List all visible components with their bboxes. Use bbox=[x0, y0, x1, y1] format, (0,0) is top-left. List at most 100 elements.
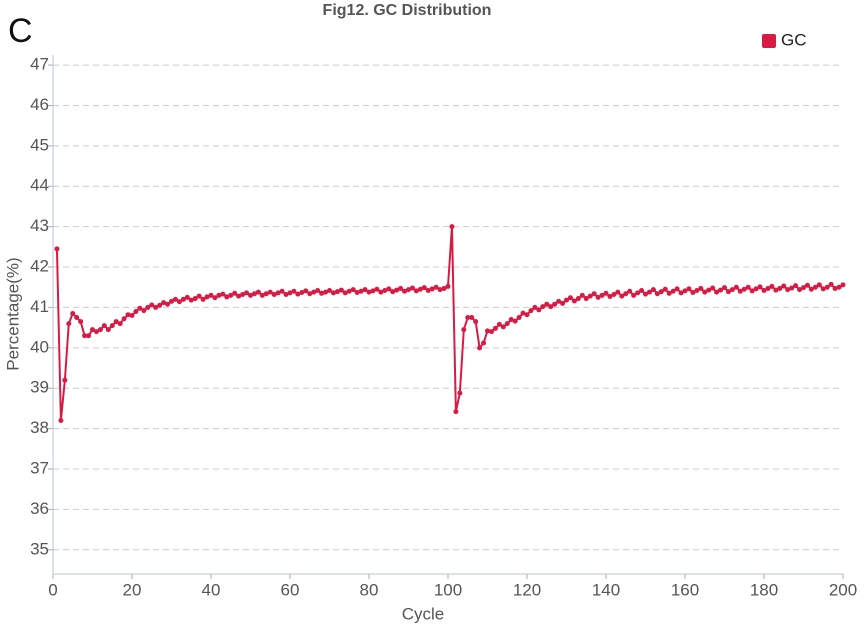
data-point bbox=[54, 246, 60, 252]
legend-swatch bbox=[762, 34, 776, 48]
data-point bbox=[722, 285, 727, 291]
data-point bbox=[417, 286, 423, 292]
data-point bbox=[737, 288, 743, 294]
legend-label: GC bbox=[781, 30, 807, 49]
data-point bbox=[109, 323, 115, 329]
data-point bbox=[729, 287, 735, 293]
x-tick-label: 140 bbox=[592, 580, 620, 599]
data-point bbox=[567, 295, 573, 301]
data-point bbox=[682, 288, 688, 294]
data-point bbox=[180, 296, 186, 302]
data-point bbox=[133, 308, 139, 314]
data-point bbox=[611, 292, 617, 298]
data-point bbox=[271, 292, 277, 298]
data-point bbox=[90, 327, 95, 333]
data-point bbox=[236, 293, 242, 299]
data-point bbox=[409, 285, 415, 291]
data-point bbox=[761, 287, 767, 293]
chart-title: Fig12. GC Distribution bbox=[323, 2, 492, 19]
data-point bbox=[429, 286, 435, 292]
data-point bbox=[287, 290, 293, 296]
y-tick-label: 42 bbox=[30, 257, 49, 276]
data-point bbox=[733, 284, 739, 290]
data-point bbox=[82, 333, 88, 339]
data-point bbox=[445, 283, 451, 289]
data-point bbox=[674, 286, 680, 292]
data-point bbox=[398, 285, 404, 291]
data-point bbox=[670, 288, 676, 294]
data-point bbox=[504, 321, 510, 327]
data-point bbox=[406, 287, 411, 293]
data-point bbox=[453, 409, 459, 415]
data-point bbox=[512, 318, 518, 324]
data-point bbox=[212, 295, 218, 301]
data-point bbox=[129, 313, 135, 319]
data-point bbox=[643, 291, 648, 297]
data-point bbox=[390, 289, 396, 295]
data-point bbox=[224, 294, 230, 300]
data-point bbox=[461, 327, 467, 333]
data-point bbox=[283, 292, 289, 298]
data-point bbox=[516, 315, 522, 321]
data-point bbox=[327, 287, 332, 293]
data-point bbox=[232, 290, 238, 296]
data-point bbox=[587, 293, 593, 299]
data-point bbox=[808, 286, 814, 292]
data-point bbox=[741, 286, 747, 292]
data-point bbox=[121, 316, 127, 322]
data-point bbox=[228, 292, 234, 298]
x-tick-label: 160 bbox=[671, 580, 699, 599]
data-point bbox=[93, 329, 99, 335]
data-point bbox=[793, 283, 799, 289]
data-point bbox=[425, 287, 431, 293]
data-point bbox=[477, 345, 483, 351]
data-point bbox=[615, 289, 621, 295]
data-point bbox=[536, 307, 542, 313]
data-point bbox=[828, 281, 834, 287]
data-point bbox=[188, 297, 194, 303]
data-point bbox=[149, 302, 155, 308]
data-point bbox=[342, 290, 348, 296]
data-point bbox=[532, 304, 538, 310]
x-axis-label: Cycle bbox=[402, 604, 445, 623]
data-point bbox=[394, 287, 400, 293]
data-point bbox=[528, 308, 534, 314]
data-point bbox=[564, 297, 569, 303]
data-point bbox=[769, 283, 775, 289]
data-point bbox=[421, 285, 427, 291]
data-point bbox=[291, 288, 297, 294]
data-point bbox=[639, 287, 645, 293]
data-point bbox=[240, 292, 246, 298]
data-point bbox=[481, 340, 487, 346]
data-point bbox=[125, 312, 131, 318]
data-point bbox=[591, 291, 597, 297]
data-point bbox=[812, 284, 818, 290]
data-point bbox=[208, 292, 214, 298]
data-point bbox=[145, 304, 151, 310]
x-tick-label: 40 bbox=[202, 580, 221, 599]
data-point bbox=[354, 289, 360, 295]
data-point bbox=[508, 317, 514, 323]
data-point bbox=[607, 294, 613, 300]
data-point bbox=[694, 287, 700, 293]
data-point bbox=[358, 288, 364, 294]
data-point bbox=[315, 287, 321, 293]
data-point bbox=[165, 301, 171, 307]
data-point bbox=[78, 319, 84, 325]
data-point bbox=[244, 290, 250, 296]
data-point bbox=[220, 291, 226, 297]
data-point bbox=[824, 284, 830, 290]
data-point bbox=[765, 285, 771, 291]
data-point bbox=[801, 285, 806, 291]
data-point bbox=[378, 289, 384, 295]
data-point bbox=[654, 291, 660, 297]
data-point bbox=[176, 299, 182, 305]
x-tick-label: 80 bbox=[360, 580, 379, 599]
data-point bbox=[338, 287, 344, 293]
data-point bbox=[623, 291, 629, 297]
data-point bbox=[58, 418, 64, 424]
data-point bbox=[117, 321, 123, 327]
data-point bbox=[544, 301, 550, 307]
data-point bbox=[836, 284, 842, 290]
